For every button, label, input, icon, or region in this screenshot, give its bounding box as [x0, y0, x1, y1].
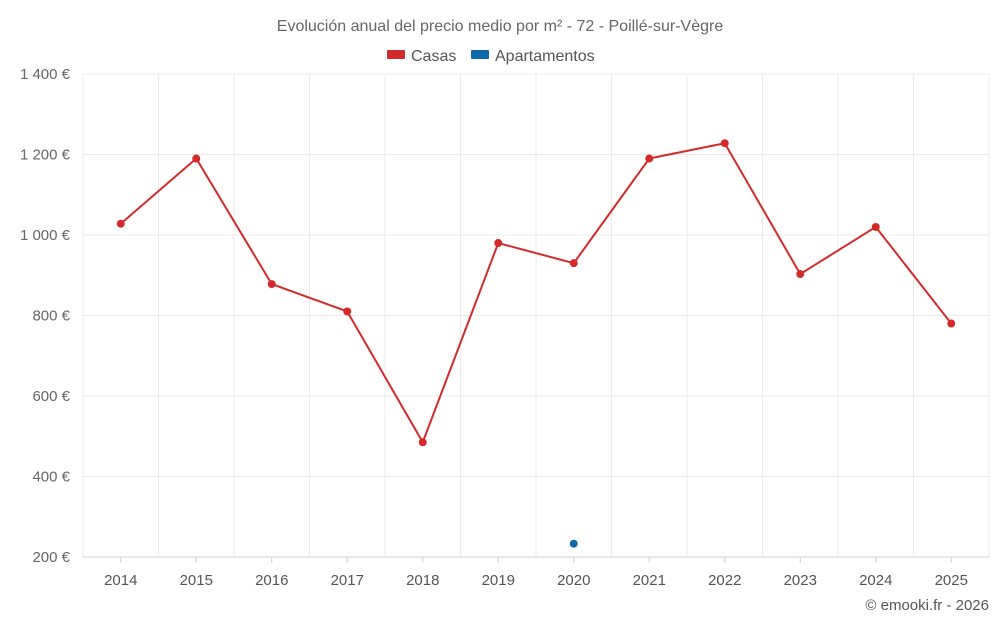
legend[interactable]: Casas Apartamentos: [387, 48, 595, 65]
x-tick-label: 2018: [406, 572, 439, 589]
legend-swatch-casas: [387, 50, 405, 59]
legend-label-apartamentos: Apartamentos: [495, 48, 595, 65]
x-tick-label: 2016: [255, 572, 288, 589]
x-tick-label: 2024: [859, 572, 892, 589]
grid: [82, 73, 990, 557]
y-tick-label: 1 000 €: [20, 227, 71, 244]
y-tick-label: 1 200 €: [20, 147, 71, 164]
series-line-casas: [120, 142, 953, 444]
data-point-casas: [569, 259, 578, 268]
x-tick-label: 2020: [557, 572, 590, 589]
data-point-casas: [720, 139, 729, 148]
x-tick-label: 2021: [633, 572, 666, 589]
x-tick-label: 2022: [708, 572, 741, 589]
x-tick-label: 2023: [784, 572, 817, 589]
data-point-casas: [343, 307, 352, 316]
y-tick-label: 400 €: [32, 469, 70, 486]
data-point-casas: [494, 239, 503, 248]
axes: 200 € 400 € 600 € 800 € 1 000 € 1 200 € 1 400 …: [20, 66, 989, 589]
y-tick-label: 600 €: [32, 388, 70, 405]
legend-swatch-apartamentos: [471, 50, 489, 59]
legend-item-casas[interactable]: Casas: [387, 48, 456, 65]
x-tick-label: 2015: [180, 572, 213, 589]
data-point-casas: [267, 280, 276, 289]
x-tick-label: 2019: [482, 572, 515, 589]
data-point-casas: [947, 319, 956, 328]
data-point-casas: [796, 270, 805, 279]
legend-item-apartamentos[interactable]: Apartamentos: [471, 48, 595, 65]
x-tick-label: 2017: [331, 572, 364, 589]
y-tick-label: 800 €: [32, 308, 70, 325]
data-point-casas: [116, 219, 125, 228]
x-tick-label: 2014: [104, 572, 137, 589]
data-point-casas: [192, 154, 201, 163]
chart-title: Evolución anual del precio medio por m² …: [277, 18, 724, 35]
y-tick-label: 200 €: [32, 549, 70, 566]
x-tick-label: 2025: [935, 572, 968, 589]
y-tick-label: 1 400 €: [20, 66, 71, 83]
data-point-casas: [418, 438, 427, 447]
data-point-casas: [871, 222, 880, 231]
data-point-apartamentos: [569, 539, 578, 548]
data-point-casas: [645, 154, 654, 163]
series: [116, 139, 956, 548]
legend-label-casas: Casas: [411, 48, 456, 65]
credit-text: © emooki.fr - 2026: [865, 597, 989, 614]
